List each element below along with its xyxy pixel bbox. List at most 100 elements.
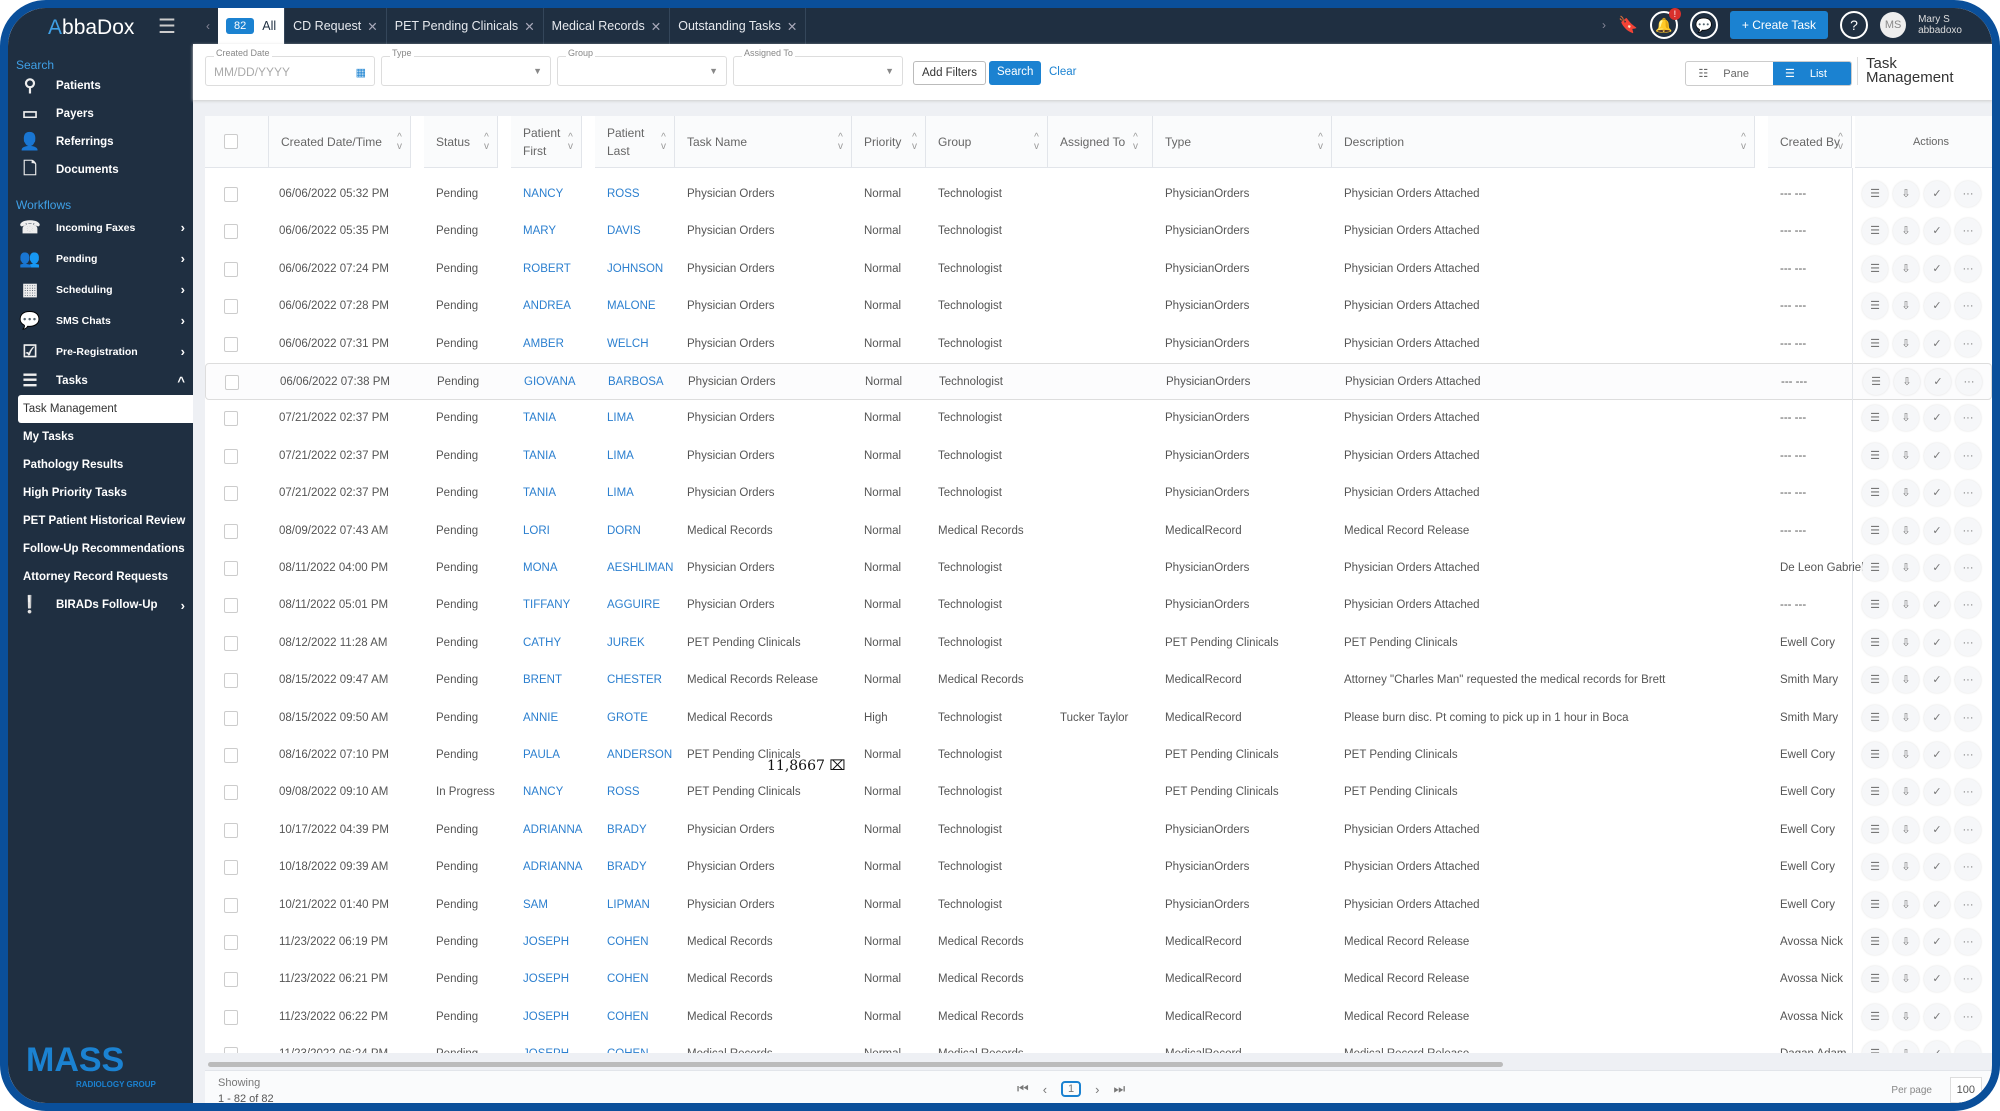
check-icon[interactable]: ✓ — [1924, 592, 1950, 619]
download-icon[interactable]: ⇩ — [1893, 891, 1919, 918]
download-icon[interactable]: ⇩ — [1893, 592, 1919, 619]
download-icon[interactable]: ⇩ — [1893, 779, 1919, 806]
more-icon[interactable]: ··· — [1955, 779, 1981, 806]
patient-last-cell[interactable]: LIMA — [607, 449, 634, 462]
type-select[interactable]: Type ▼ — [381, 48, 551, 86]
next-page-icon[interactable]: › — [1095, 1081, 1100, 1097]
patient-first-cell[interactable]: JOSEPH — [523, 973, 570, 986]
patient-last-cell[interactable]: DORN — [607, 524, 641, 537]
patient-first-cell[interactable]: ADRIANNA — [523, 823, 583, 836]
more-icon[interactable]: ··· — [1956, 369, 1982, 395]
check-icon[interactable]: ✓ — [1924, 181, 1950, 207]
patient-last-cell[interactable]: LIPMAN — [607, 898, 650, 911]
download-icon[interactable]: ⇩ — [1893, 218, 1919, 245]
check-icon[interactable]: ✓ — [1924, 480, 1950, 507]
sidebar-item-scheduling[interactable]: ▦ Scheduling › — [8, 274, 193, 305]
tab-outstanding-tasks[interactable]: Outstanding Tasks ✕ — [670, 8, 807, 44]
more-icon[interactable]: ··· — [1955, 667, 1981, 694]
row-checkbox[interactable] — [224, 822, 238, 838]
check-icon[interactable]: ✓ — [1924, 1041, 1950, 1053]
check-icon[interactable]: ✓ — [1924, 442, 1950, 469]
sidebar-item-pet-patient-historical-review[interactable]: PET Patient Historical Review — [23, 515, 186, 527]
patient-last-cell[interactable]: WELCH — [607, 337, 649, 350]
download-icon[interactable]: ⇩ — [1893, 816, 1919, 843]
assigned-to-select[interactable]: Assigned To ▼ — [733, 48, 903, 86]
patient-first-cell[interactable]: JOSEPH — [523, 936, 570, 948]
table-row[interactable]: 08/15/2022 09:50 AM Pending ANNIE GROTE Medi… — [205, 700, 1992, 737]
row-checkbox[interactable] — [224, 710, 238, 726]
patient-last-cell[interactable]: GROTE — [607, 711, 648, 724]
more-icon[interactable]: ··· — [1955, 704, 1981, 731]
sidebar-item-birads-follow-up[interactable]: ❕ BIRADs Follow-Up › — [8, 591, 193, 619]
column-header-assigned-to[interactable]: Assigned To ^ v — [1048, 116, 1153, 168]
patient-first-cell[interactable]: TANIA — [523, 487, 557, 500]
last-page-icon[interactable]: ⏭ — [1113, 1081, 1126, 1096]
pane-view-button[interactable]: ☷ Pane — [1698, 68, 1749, 80]
sidebar-item-task-management[interactable]: Task Management — [18, 395, 193, 423]
column-header-patient-first[interactable]: Patient First ^ v — [511, 116, 582, 168]
list-icon[interactable]: ☰ — [1862, 592, 1888, 619]
patient-last-cell[interactable]: JUREK — [607, 636, 645, 649]
check-icon[interactable]: ✓ — [1925, 369, 1951, 395]
row-checkbox[interactable] — [224, 635, 238, 651]
notifications-bell-icon[interactable]: 🔔! — [1649, 8, 1681, 39]
row-checkbox[interactable] — [224, 673, 238, 689]
column-header-priority[interactable]: Priority ^ v — [852, 116, 926, 168]
more-icon[interactable]: ··· — [1955, 517, 1981, 544]
collapse-menu-icon[interactable]: ☰ — [158, 16, 176, 38]
patient-first-cell[interactable]: TANIA — [523, 449, 557, 462]
avatar[interactable]: MS — [1880, 12, 1907, 38]
patient-first-cell[interactable]: JOSEPH — [523, 1036, 569, 1053]
patient-first-cell[interactable]: BRENT — [523, 674, 562, 687]
help-icon[interactable]: ? — [1840, 11, 1869, 39]
sort-icon[interactable]: ^ v — [1318, 131, 1323, 152]
check-icon[interactable]: ✓ — [1924, 891, 1950, 918]
patient-first-cell[interactable]: TIFFANY — [523, 599, 571, 612]
download-icon[interactable]: ⇩ — [1893, 555, 1919, 581]
sort-icon[interactable]: ^ v — [1838, 131, 1843, 152]
download-icon[interactable]: ⇩ — [1893, 966, 1919, 993]
row-checkbox[interactable] — [224, 1009, 238, 1025]
row-checkbox[interactable] — [224, 448, 238, 464]
patient-last-cell[interactable]: COHEN — [607, 936, 649, 948]
table-row[interactable]: 08/09/2022 07:43 AM Pending LORI DORN Medica… — [205, 513, 1992, 550]
check-icon[interactable]: ✓ — [1924, 667, 1950, 694]
download-icon[interactable]: ⇩ — [1893, 181, 1919, 207]
table-row[interactable]: 07/21/2022 02:37 PM Pending TANIA LIMA Physi… — [205, 475, 1992, 512]
sidebar-item-incoming-faxes[interactable]: ☎ Incoming Faxes › — [8, 212, 193, 243]
patient-first-cell[interactable]: JOSEPH — [523, 1010, 570, 1023]
column-header-description[interactable]: Description ^ v — [1332, 116, 1755, 168]
table-row[interactable]: 07/21/2022 02:37 PM Pending TANIA LIMA Physi… — [205, 400, 1992, 437]
patient-first-cell[interactable]: TANIA — [523, 412, 557, 425]
list-icon[interactable]: ☰ — [1862, 667, 1888, 694]
patient-last-cell[interactable]: JOHNSON — [607, 262, 664, 275]
more-icon[interactable]: ··· — [1955, 1003, 1981, 1030]
patient-last-cell[interactable]: ROSS — [607, 188, 640, 200]
table-row[interactable]: 06/06/2022 07:38 PM Pending GIOVANA BARBOSA… — [205, 363, 1992, 400]
download-icon[interactable]: ⇩ — [1893, 629, 1919, 656]
patient-last-cell[interactable]: AESHLIMAN — [607, 562, 674, 574]
row-checkbox[interactable] — [224, 748, 238, 763]
column-header-patient-last[interactable]: Patient Last ^ v — [595, 116, 675, 168]
list-icon[interactable]: ☰ — [1862, 555, 1888, 581]
download-icon[interactable]: ⇩ — [1893, 1041, 1919, 1053]
table-row[interactable]: 11/23/2022 06:22 PM Pending JOSEPH COHEN Med… — [205, 999, 1992, 1036]
list-icon[interactable]: ☰ — [1862, 929, 1888, 955]
list-icon[interactable]: ☰ — [1862, 629, 1888, 656]
patient-first-cell[interactable]: ADRIANNA — [523, 861, 583, 874]
list-icon[interactable]: ☰ — [1862, 1041, 1888, 1053]
patient-last-cell[interactable]: CHESTER — [607, 674, 662, 687]
list-icon[interactable]: ☰ — [1862, 442, 1888, 469]
download-icon[interactable]: ⇩ — [1893, 480, 1919, 507]
chat-icon[interactable]: 💬 — [1689, 11, 1718, 39]
more-icon[interactable]: ··· — [1955, 442, 1981, 469]
close-icon[interactable]: ✕ — [367, 19, 378, 34]
sort-icon[interactable]: ^ v — [397, 131, 402, 152]
table-row[interactable]: 08/12/2022 11:28 AM Pending CATHY JUREK PET … — [205, 625, 1992, 662]
download-icon[interactable]: ⇩ — [1893, 405, 1919, 432]
list-icon[interactable]: ☰ — [1862, 1003, 1888, 1030]
first-page-icon[interactable]: ⏮ — [1017, 1081, 1029, 1096]
table-row[interactable]: 10/17/2022 04:39 PM Pending ADRIANNA BRADY P… — [205, 812, 1992, 849]
row-checkbox[interactable] — [224, 935, 238, 950]
